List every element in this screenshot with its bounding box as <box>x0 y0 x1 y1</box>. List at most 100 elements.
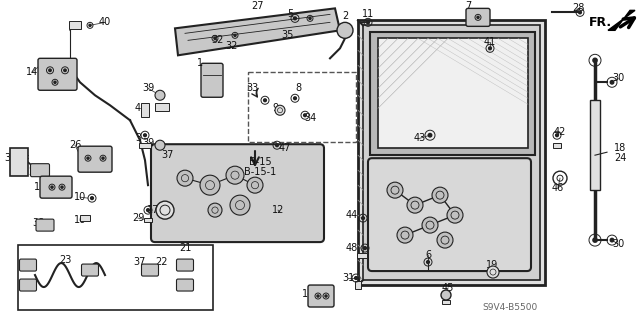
Bar <box>442 300 450 304</box>
FancyBboxPatch shape <box>308 285 334 307</box>
Circle shape <box>89 24 91 26</box>
Circle shape <box>54 81 56 83</box>
Text: 23: 23 <box>59 255 71 265</box>
Circle shape <box>309 17 311 19</box>
FancyBboxPatch shape <box>36 219 54 231</box>
Circle shape <box>477 16 479 19</box>
Text: 17: 17 <box>147 205 159 215</box>
Bar <box>553 143 561 148</box>
Text: 7: 7 <box>465 1 471 11</box>
Bar <box>355 281 361 289</box>
Text: 48: 48 <box>346 243 358 253</box>
Circle shape <box>275 105 285 115</box>
Circle shape <box>325 295 327 297</box>
Circle shape <box>64 69 66 71</box>
Circle shape <box>364 247 366 249</box>
Circle shape <box>337 22 353 38</box>
Polygon shape <box>378 38 528 148</box>
Circle shape <box>611 80 614 84</box>
Text: 16: 16 <box>74 215 86 225</box>
Text: 18: 18 <box>614 143 626 153</box>
Bar <box>80 215 90 221</box>
Circle shape <box>294 97 296 100</box>
Text: 40: 40 <box>99 17 111 27</box>
Text: 27: 27 <box>252 1 264 11</box>
Text: 44: 44 <box>346 210 358 220</box>
Circle shape <box>407 197 423 213</box>
Circle shape <box>61 186 63 188</box>
Circle shape <box>143 134 147 137</box>
Circle shape <box>177 170 193 186</box>
Bar <box>590 100 600 190</box>
Circle shape <box>447 207 463 223</box>
FancyBboxPatch shape <box>177 259 193 271</box>
FancyBboxPatch shape <box>40 176 72 198</box>
Text: 46: 46 <box>552 183 564 193</box>
Circle shape <box>355 277 357 279</box>
Polygon shape <box>358 20 545 285</box>
Circle shape <box>487 266 499 278</box>
FancyBboxPatch shape <box>151 144 324 242</box>
Circle shape <box>208 203 222 217</box>
Bar <box>139 143 151 148</box>
Text: 5: 5 <box>287 9 293 19</box>
Text: 47: 47 <box>279 143 291 153</box>
Bar <box>144 218 152 222</box>
Circle shape <box>102 157 104 159</box>
Circle shape <box>422 217 438 233</box>
FancyBboxPatch shape <box>368 158 531 271</box>
Circle shape <box>147 209 149 211</box>
Polygon shape <box>608 11 635 30</box>
Text: 26: 26 <box>69 140 81 150</box>
Polygon shape <box>363 25 540 280</box>
Text: 14: 14 <box>26 67 38 77</box>
Text: 37: 37 <box>134 257 146 267</box>
Circle shape <box>51 186 53 188</box>
Circle shape <box>593 238 597 242</box>
Circle shape <box>156 201 174 219</box>
Circle shape <box>264 99 266 102</box>
Text: 35: 35 <box>282 30 294 40</box>
Text: FR.: FR. <box>588 16 612 29</box>
Polygon shape <box>370 32 535 155</box>
Text: 43: 43 <box>414 133 426 143</box>
Circle shape <box>49 69 51 71</box>
Text: 34: 34 <box>304 113 316 123</box>
Circle shape <box>155 140 165 150</box>
Circle shape <box>247 177 263 193</box>
Text: 12: 12 <box>272 205 284 215</box>
Text: 6: 6 <box>425 250 431 260</box>
Circle shape <box>397 227 413 243</box>
Text: 41: 41 <box>484 37 496 47</box>
Circle shape <box>200 175 220 195</box>
Circle shape <box>91 197 93 200</box>
Text: 28: 28 <box>572 4 584 13</box>
FancyBboxPatch shape <box>38 58 77 90</box>
Text: 38: 38 <box>32 218 44 228</box>
Circle shape <box>611 238 614 242</box>
Text: 8: 8 <box>295 83 301 93</box>
Circle shape <box>441 290 451 300</box>
Circle shape <box>226 166 244 184</box>
Bar <box>69 21 81 29</box>
FancyBboxPatch shape <box>177 279 193 291</box>
Circle shape <box>579 11 581 14</box>
Text: 1: 1 <box>197 58 203 68</box>
Text: 42: 42 <box>554 127 566 137</box>
Text: 13: 13 <box>34 182 46 192</box>
Text: 15: 15 <box>302 289 314 299</box>
Text: 39: 39 <box>142 138 154 148</box>
Circle shape <box>488 47 492 50</box>
Circle shape <box>362 217 364 219</box>
Text: 32: 32 <box>226 41 238 51</box>
Text: 39: 39 <box>142 83 154 93</box>
Circle shape <box>556 134 558 137</box>
Text: 19: 19 <box>486 260 498 270</box>
Text: 24: 24 <box>614 153 626 163</box>
Text: 2: 2 <box>342 11 348 21</box>
Text: 3: 3 <box>135 133 141 143</box>
Text: 30: 30 <box>612 239 624 249</box>
FancyBboxPatch shape <box>19 279 36 291</box>
Bar <box>248 72 356 142</box>
Bar <box>357 253 367 257</box>
